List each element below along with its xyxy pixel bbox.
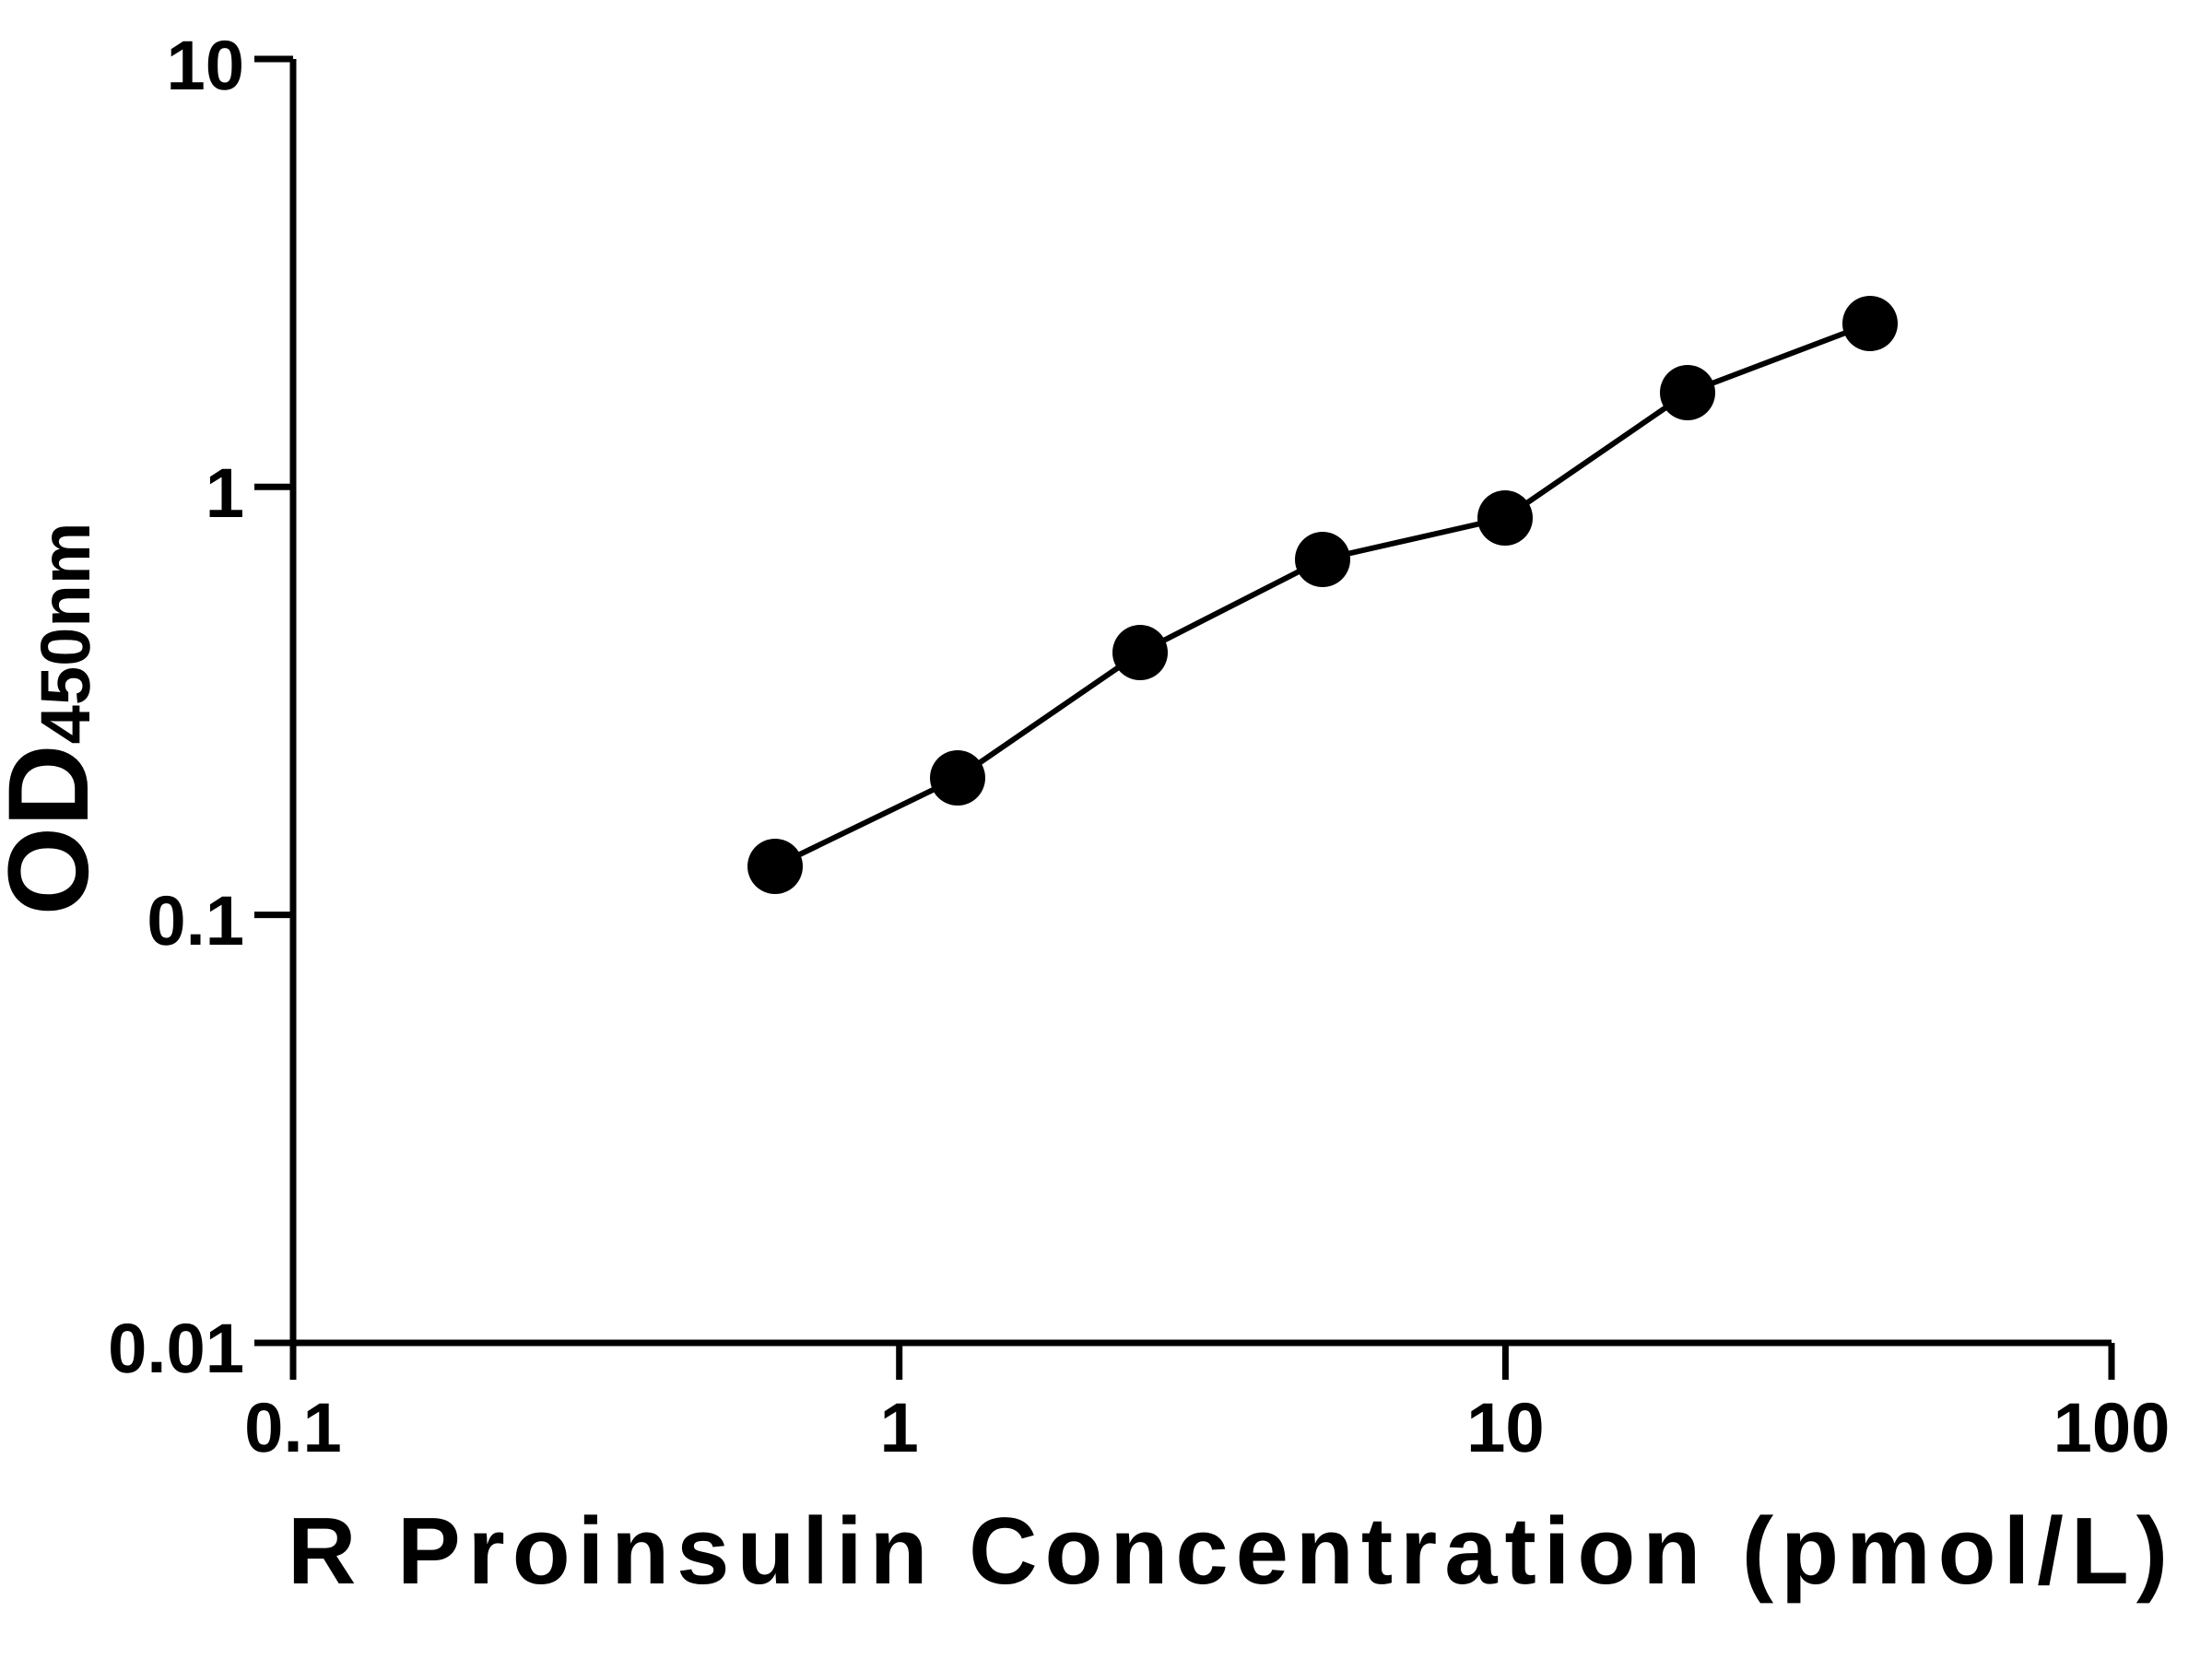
svg-text:1: 1 <box>206 454 244 533</box>
svg-text:10: 10 <box>166 27 244 105</box>
svg-text:10: 10 <box>1466 1389 1545 1467</box>
svg-text:0.1: 0.1 <box>147 882 244 960</box>
svg-text:1: 1 <box>880 1389 919 1467</box>
svg-text:0.1: 0.1 <box>244 1389 342 1467</box>
svg-text:0.01: 0.01 <box>108 1310 244 1388</box>
svg-text:100: 100 <box>2053 1389 2171 1467</box>
svg-text:R Proinsulin Concentration (pm: R Proinsulin Concentration (pmol/L) <box>288 1498 2175 1604</box>
